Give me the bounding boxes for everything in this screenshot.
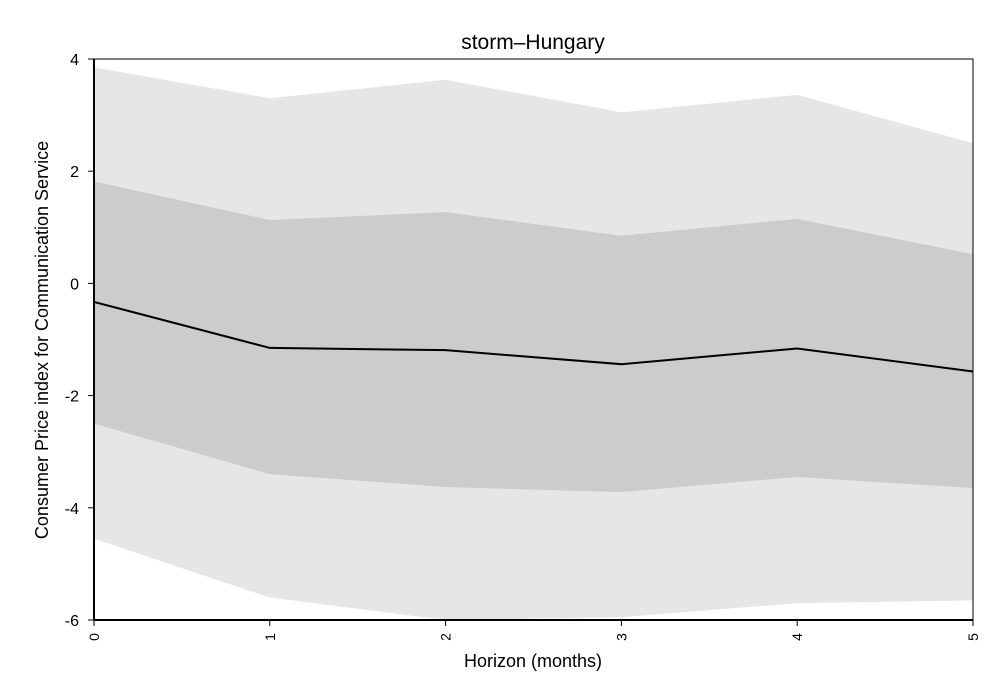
y-axis-title: Consumer Price index for Communication S… bbox=[32, 141, 52, 539]
y-tick-label: 0 bbox=[70, 276, 79, 293]
x-tick-label: 1 bbox=[262, 633, 278, 641]
x-tick-label: 4 bbox=[789, 633, 805, 641]
inner-confidence-band bbox=[94, 181, 973, 493]
chart-title: storm–Hungary bbox=[461, 31, 605, 54]
x-tick-label: 5 bbox=[965, 633, 981, 641]
y-tick-label: -6 bbox=[65, 613, 79, 630]
y-tick-label: 2 bbox=[70, 164, 79, 181]
y-tick-label: 4 bbox=[70, 52, 79, 69]
plot-area: 4 2 0 -2 -4 -6 0 1 2 3 4 5 bbox=[65, 52, 981, 641]
y-tick-label: -4 bbox=[65, 501, 79, 518]
x-tick-label: 2 bbox=[438, 633, 454, 641]
y-tick-label: -2 bbox=[65, 389, 79, 406]
x-tick-label: 0 bbox=[86, 633, 102, 641]
x-axis-title: Horizon (months) bbox=[464, 651, 602, 671]
x-tick-label: 3 bbox=[613, 633, 629, 641]
response-line bbox=[93, 300, 974, 373]
